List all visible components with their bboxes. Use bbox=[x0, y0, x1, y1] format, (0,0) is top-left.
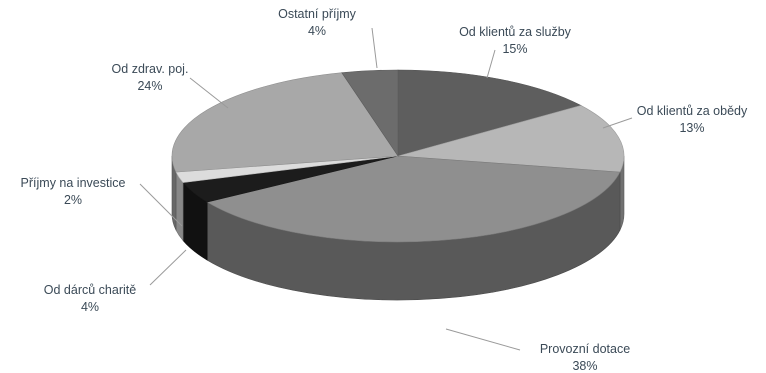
pie-slices bbox=[172, 70, 624, 242]
label-od-klientu-za-obedy: Od klientů za obědy bbox=[637, 104, 748, 118]
label-provozni-dotace: Provozní dotace bbox=[540, 342, 630, 356]
value-label-od-darcu-charite: 4% bbox=[81, 300, 99, 314]
value-label-ostatni-prijmy: 4% bbox=[308, 24, 326, 38]
label-prijmy-na-investice: Příjmy na investice bbox=[21, 176, 126, 190]
value-label-provozni-dotace: 38% bbox=[572, 359, 597, 373]
leader-od-darcu-charite bbox=[150, 250, 186, 285]
leader-od-klientu-za-sluzby bbox=[487, 50, 495, 78]
slice-side-prijmy-na-investice bbox=[176, 172, 183, 240]
leader-od-klientu-za-obedy bbox=[603, 118, 632, 128]
value-label-od-zdrav-poj: 24% bbox=[137, 79, 162, 93]
leader-provozni-dotace bbox=[446, 329, 520, 350]
label-ostatni-prijmy: Ostatní příjmy bbox=[278, 7, 357, 21]
label-od-zdrav-poj: Od zdrav. poj. bbox=[112, 62, 189, 76]
leader-od-zdrav-poj bbox=[190, 78, 228, 108]
value-label-od-klientu-za-obedy: 13% bbox=[679, 121, 704, 135]
value-label-prijmy-na-investice: 2% bbox=[64, 193, 82, 207]
value-label-od-klientu-za-sluzby: 15% bbox=[502, 42, 527, 56]
leader-ostatni-prijmy bbox=[372, 28, 377, 68]
label-od-darcu-charite: Od dárců charitě bbox=[44, 283, 136, 297]
label-od-klientu-za-sluzby: Od klientů za služby bbox=[459, 25, 572, 39]
